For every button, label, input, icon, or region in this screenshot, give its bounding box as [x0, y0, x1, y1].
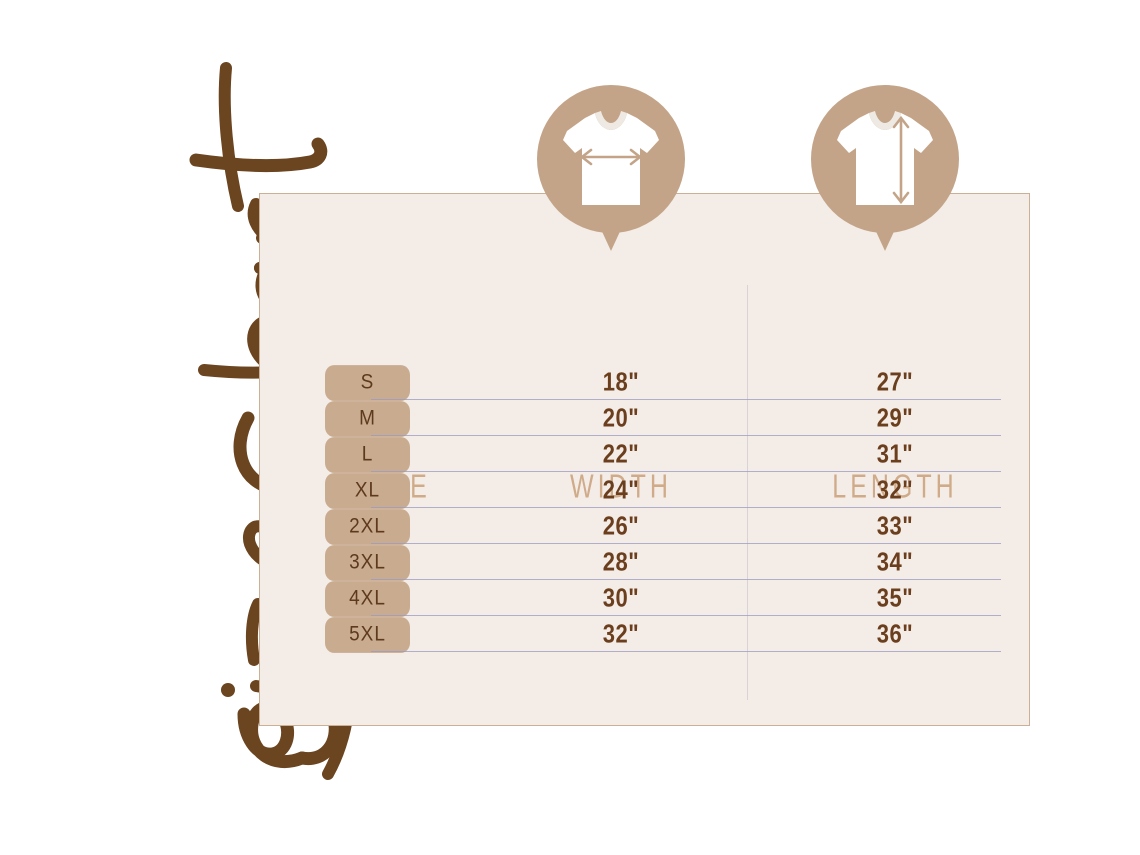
- row-divider: [371, 435, 1001, 437]
- length-value: 35": [876, 582, 914, 613]
- table-row: L 22" 31": [259, 437, 1030, 473]
- width-badge: [537, 85, 685, 251]
- badge-tail: [599, 225, 623, 251]
- size-pill: 4XL: [325, 581, 410, 617]
- width-value: 32": [602, 618, 640, 649]
- column-header-length: LENGTH: [832, 468, 958, 506]
- length-value: 27": [876, 366, 914, 397]
- column-divider: [747, 285, 749, 700]
- table-row: 4XL 30" 35": [259, 581, 1030, 617]
- row-divider: [371, 615, 1001, 617]
- table-row: 3XL 28" 34": [259, 545, 1030, 581]
- column-header-width: WIDTH: [570, 468, 672, 506]
- width-value: 30": [602, 582, 640, 613]
- length-value: 34": [876, 546, 914, 577]
- row-divider: [371, 471, 1001, 473]
- size-pill: L: [325, 437, 410, 473]
- length-value: 31": [876, 438, 914, 469]
- length-value: 29": [876, 402, 914, 433]
- table-row: S 18" 27": [259, 365, 1030, 401]
- size-pill: M: [325, 401, 410, 437]
- size-pill: 3XL: [325, 545, 410, 581]
- row-divider: [371, 543, 1001, 545]
- length-value: 33": [876, 510, 914, 541]
- width-value: 20": [602, 402, 640, 433]
- width-value: 22": [602, 438, 640, 469]
- table-row: M 20" 29": [259, 401, 1030, 437]
- row-divider: [371, 651, 1001, 653]
- size-pill: 2XL: [325, 509, 410, 545]
- size-pill: 5XL: [325, 617, 410, 653]
- script-title-text: Size Chart: [152, 809, 153, 810]
- row-divider: [371, 579, 1001, 581]
- size-pill: S: [325, 365, 410, 401]
- width-value: 18": [602, 366, 640, 397]
- length-value: 32": [876, 474, 914, 505]
- row-divider: [371, 399, 1001, 401]
- size-table: SIZE WIDTH LENGTH S 18" 27" M 20" 29" L …: [259, 193, 1030, 726]
- table-row: 2XL 26" 33": [259, 509, 1030, 545]
- width-value: 24": [602, 474, 640, 505]
- tshirt-width-arrow-icon: [561, 107, 661, 211]
- length-value: 36": [876, 618, 914, 649]
- size-pill: XL: [325, 473, 410, 509]
- row-divider: [371, 507, 1001, 509]
- width-value: 28": [602, 546, 640, 577]
- length-badge: [811, 85, 959, 251]
- tshirt-length-arrow-icon: [835, 107, 935, 211]
- table-row: 5XL 32" 36": [259, 617, 1030, 653]
- width-value: 26": [602, 510, 640, 541]
- badge-tail: [873, 225, 897, 251]
- table-row: XL 24" 32": [259, 473, 1030, 509]
